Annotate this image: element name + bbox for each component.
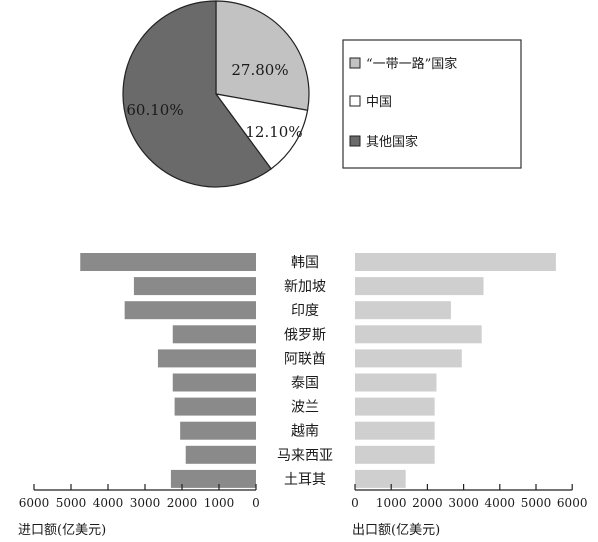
import-bar-9 [170, 469, 256, 488]
import-bar-5 [172, 373, 256, 392]
country-label-3: 俄罗斯 [284, 327, 326, 343]
export-bar-6 [355, 397, 435, 416]
export-tick-label-2: 2000 [412, 496, 443, 510]
import-bar-chart: 6000 5000 4000 3000 2000 1000 0 进口额(亿美元) [18, 253, 260, 538]
export-bar-0 [355, 253, 556, 271]
country-label-8: 马来西亚 [277, 448, 333, 464]
import-tick-label-3: 3000 [130, 496, 161, 510]
import-axis-label: 进口额(亿美元) [18, 523, 106, 538]
country-label-2: 印度 [291, 303, 319, 319]
export-tick-label-1: 1000 [376, 496, 407, 510]
export-tick-label-6: 6000 [557, 496, 588, 510]
export-axis-label: 出口额(亿美元) [352, 523, 440, 538]
import-bar-7 [180, 421, 256, 440]
pie-slice-label-1: 12.10% [245, 123, 302, 141]
import-tick-label-5: 1000 [204, 496, 235, 510]
country-label-1: 新加坡 [284, 279, 326, 295]
export-bar-4 [355, 349, 462, 368]
export-bar-1 [355, 277, 484, 296]
import-tick-label-0: 6000 [19, 496, 50, 510]
import-bar-6 [174, 397, 256, 416]
export-bar-5 [355, 373, 437, 392]
legend-label-1: 中国 [366, 95, 392, 110]
country-label-6: 波兰 [291, 400, 319, 416]
legend-swatch-2 [349, 135, 361, 147]
pie-slice-2 [122, 0, 272, 188]
export-bar-9 [355, 469, 406, 488]
import-tick-label-1: 5000 [56, 496, 87, 510]
import-tick-label-4: 2000 [167, 496, 198, 510]
pie-chart: 27.80% 12.10% 60.10% [122, 0, 310, 188]
pie-slice-0 [215, 0, 310, 111]
export-tick-label-0: 0 [351, 496, 359, 510]
legend-swatch-0 [349, 57, 361, 69]
pie-slice-label-0: 27.80% [231, 61, 288, 79]
import-bar-8 [185, 445, 256, 464]
export-tick-label-5: 5000 [521, 496, 552, 510]
import-tick-label-2: 4000 [93, 496, 124, 510]
pie-slice-1 [214, 93, 309, 170]
import-bar-1 [133, 277, 256, 296]
legend-box [342, 39, 522, 169]
export-bar-8 [355, 445, 435, 464]
legend-label-2: 其他国家 [366, 134, 418, 150]
export-bar-2 [355, 301, 451, 320]
country-label-9: 土耳其 [284, 472, 326, 488]
import-bar-3 [172, 325, 256, 344]
country-label-7: 越南 [291, 424, 319, 440]
legend-swatch-1 [349, 95, 361, 107]
country-label-5: 泰国 [291, 376, 319, 392]
import-tick-label-6: 0 [252, 496, 260, 510]
country-label-4: 阿联酋 [284, 350, 326, 367]
import-bar-2 [124, 301, 257, 320]
pie-slice-label-2: 60.10% [126, 101, 183, 119]
export-bar-chart: 0 1000 2000 3000 4000 5000 6000 出口额(亿美元) [351, 253, 587, 538]
import-bar-4 [157, 349, 256, 368]
export-tick-label-3: 3000 [448, 496, 479, 510]
export-tick-label-4: 4000 [485, 496, 516, 510]
import-bar-0 [80, 253, 256, 271]
country-label-0: 韩国 [291, 255, 319, 271]
export-bar-7 [355, 421, 435, 440]
legend-label-0: “一带一路”国家 [366, 56, 457, 72]
export-bar-3 [355, 325, 482, 344]
